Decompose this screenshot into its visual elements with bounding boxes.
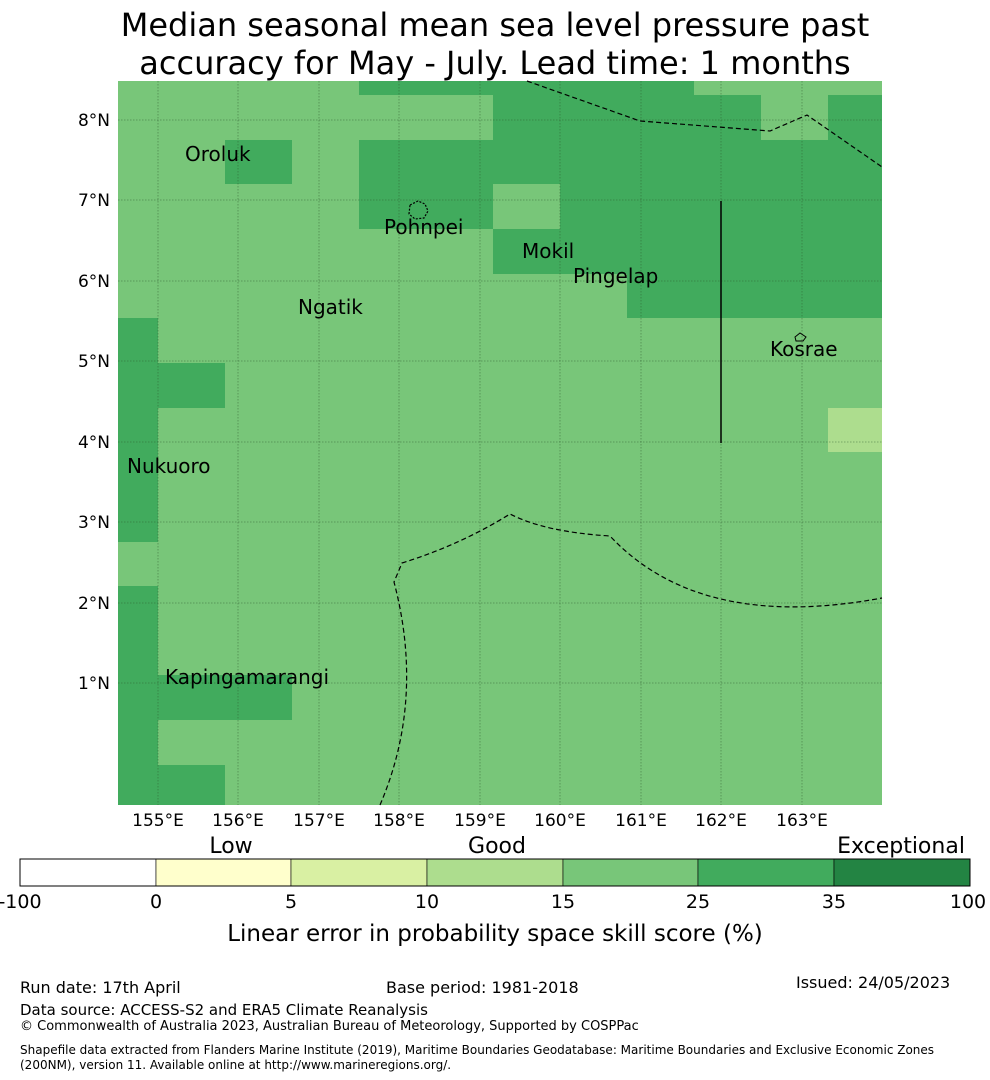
pohnpei-island-outline — [408, 200, 429, 220]
colorbar-category-good: Good — [468, 834, 526, 859]
place-label-pohnpei: Pohnpei — [384, 215, 464, 239]
data-source: Data source: ACCESS-S2 and ERA5 Climate … — [20, 1001, 428, 1019]
colorbar-category-exceptional: Exceptional — [837, 834, 965, 859]
colorbar-swatch — [562, 858, 699, 887]
lon-label-161e: 161°E — [615, 811, 667, 831]
lat-label-5n: 5°N — [78, 352, 110, 372]
colorbar-label: Linear error in probability space skill … — [227, 921, 763, 947]
colorbar — [19, 858, 971, 887]
colorbar-tick: 5 — [285, 891, 297, 913]
lat-label-3n: 3°N — [78, 513, 110, 533]
skill-map: Oroluk Pohnpei Mokil Pingelap Ngatik Kos… — [0, 80, 986, 947]
colorbar-tick: 15 — [551, 891, 575, 913]
colorbar-swatch — [290, 858, 428, 887]
place-label-mokil: Mokil — [522, 239, 574, 263]
lat-label-7n: 7°N — [78, 191, 110, 211]
lon-label-158e: 158°E — [373, 811, 425, 831]
lon-label-162e: 162°E — [695, 811, 747, 831]
eez-boundaries — [379, 80, 883, 806]
lon-label-156e: 156°E — [212, 811, 264, 831]
colorbar-tick: 100 — [950, 891, 986, 913]
colorbar-swatch — [833, 858, 971, 887]
copyright: © Commonwealth of Australia 2023, Austra… — [20, 1019, 639, 1034]
place-label-ngatik: Ngatik — [298, 295, 363, 319]
lat-label-6n: 6°N — [78, 272, 110, 292]
place-label-pingelap: Pingelap — [573, 264, 658, 288]
lat-label-1n: 1°N — [78, 674, 110, 694]
place-label-kapingamarangi: Kapingamarangi — [165, 665, 329, 689]
shapefile-credit: Shapefile data extracted from Flanders M… — [20, 1043, 935, 1072]
lat-label-2n: 2°N — [78, 594, 110, 614]
colorbar-tick: 35 — [822, 891, 846, 913]
lon-label-159e: 159°E — [454, 811, 506, 831]
lon-label-160e: 160°E — [534, 811, 586, 831]
colorbar-tick: 10 — [415, 891, 439, 913]
place-label-kosrae: Kosrae — [770, 337, 838, 361]
colorbar-swatch — [19, 858, 157, 887]
kosrae-island-outline — [794, 332, 807, 342]
colorbar-tick: -100 — [0, 891, 42, 913]
colorbar-swatch — [426, 858, 564, 887]
title-line-1: Median seasonal mean sea level pressure … — [120, 6, 870, 44]
lon-label-157e: 157°E — [293, 811, 345, 831]
place-label-nukuoro: Nukuoro — [127, 454, 211, 478]
colorbar-swatch — [697, 858, 835, 887]
colorbar-tick: 0 — [150, 891, 162, 913]
skill-cell-low — [828, 408, 882, 452]
colorbar-category-low: Low — [209, 834, 252, 859]
base-period: Base period: 1981-2018 — [386, 978, 579, 997]
skill-cells-high — [118, 81, 882, 805]
colorbar-tick: 25 — [686, 891, 710, 913]
lon-label-155e: 155°E — [132, 811, 184, 831]
place-label-oroluk: Oroluk — [185, 142, 251, 166]
issued-date: Issued: 24/05/2023 — [796, 973, 951, 992]
colorbar-border — [19, 858, 971, 887]
title-line-2: accuracy for May - July. Lead time: 1 mo… — [139, 44, 851, 82]
lon-label-163e: 163°E — [776, 811, 828, 831]
lat-label-8n: 8°N — [78, 111, 110, 131]
lat-label-4n: 4°N — [78, 433, 110, 453]
run-date: Run date: 17th April — [20, 978, 181, 997]
map-title: Median seasonal mean sea level pressure … — [0, 6, 990, 82]
colorbar-swatch — [155, 858, 292, 887]
